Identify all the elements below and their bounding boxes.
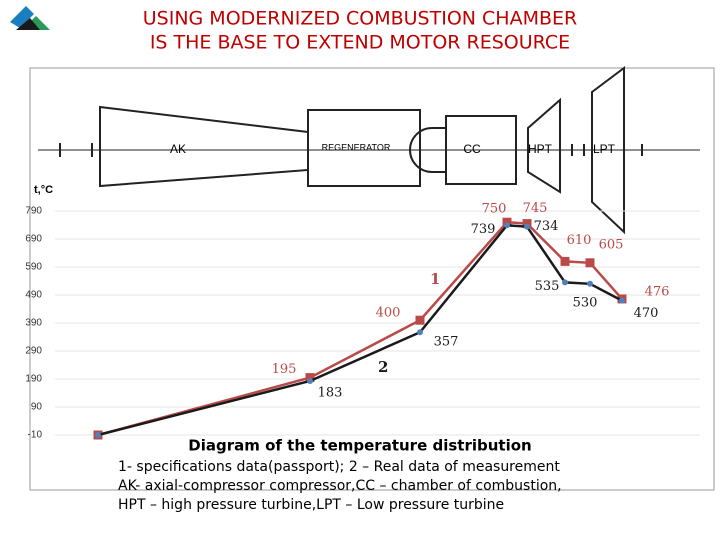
marker	[522, 219, 532, 229]
marker	[585, 258, 595, 268]
marker	[524, 223, 530, 230]
y-tick-label: 90	[31, 402, 43, 413]
data-label: 476	[645, 284, 670, 299]
data-label: 739	[471, 222, 496, 237]
y-tick-label: -10	[28, 430, 43, 441]
y-tick-label: 790	[25, 206, 42, 217]
marker	[305, 373, 315, 383]
marker	[502, 217, 512, 227]
y-tick-label: 390	[25, 318, 42, 329]
schematic	[38, 66, 700, 235]
marker	[415, 315, 425, 325]
title-line: IS THE BASE TO EXTEND MOTOR RESOURCE	[150, 32, 570, 54]
series-line	[97, 220, 623, 437]
frame	[29, 67, 715, 491]
data-label: 183	[318, 385, 343, 400]
data-label: 357	[434, 335, 459, 350]
series-label: 1	[430, 270, 440, 288]
schematic-label: HPT	[528, 142, 553, 156]
data-label: 195	[272, 362, 297, 377]
data-label: 605	[599, 237, 624, 252]
data-label: 400	[376, 306, 401, 321]
data-label: 610	[567, 233, 592, 248]
y-tick-label: 490	[25, 290, 42, 301]
data-label: 745	[523, 201, 548, 216]
data-label: 750	[482, 202, 507, 217]
data-label: 530	[573, 295, 598, 310]
marker	[587, 280, 593, 287]
data-label: 535	[535, 279, 560, 294]
caption-line: AK- axial-compressor compressor,CC – cha…	[118, 478, 562, 494]
y-tick-label: 590	[25, 262, 42, 273]
series-line	[97, 223, 623, 437]
y-tick-label: 190	[25, 374, 42, 385]
data-label: 470	[634, 306, 659, 321]
marker	[95, 432, 101, 438]
caption-title: Diagram of the temperature distribution	[188, 437, 531, 455]
title-line: USING MODERNIZED COMBUSTION CHAMBER	[143, 8, 577, 30]
schematic-label: AK	[170, 142, 186, 156]
marker	[417, 329, 423, 336]
marker	[562, 279, 568, 286]
series-label: 2	[378, 358, 388, 376]
marker	[619, 297, 625, 304]
marker	[560, 256, 570, 266]
marker	[504, 222, 510, 229]
logo	[10, 6, 50, 30]
y-tick-label: 290	[25, 346, 42, 357]
schematic-label: REGENERATOR	[322, 142, 391, 152]
marker	[307, 377, 313, 384]
caption-line: HPT – high pressure turbine,LPT – Low pr…	[118, 497, 504, 513]
y-axis-label: t,°C	[34, 184, 53, 196]
schematic-label: CC	[463, 142, 481, 156]
caption-line: 1- specifications data(passport); 2 – Re…	[118, 459, 560, 475]
data-label: 734	[534, 219, 559, 234]
y-tick-label: 690	[25, 234, 42, 245]
schematic-label: LPT	[593, 142, 616, 156]
